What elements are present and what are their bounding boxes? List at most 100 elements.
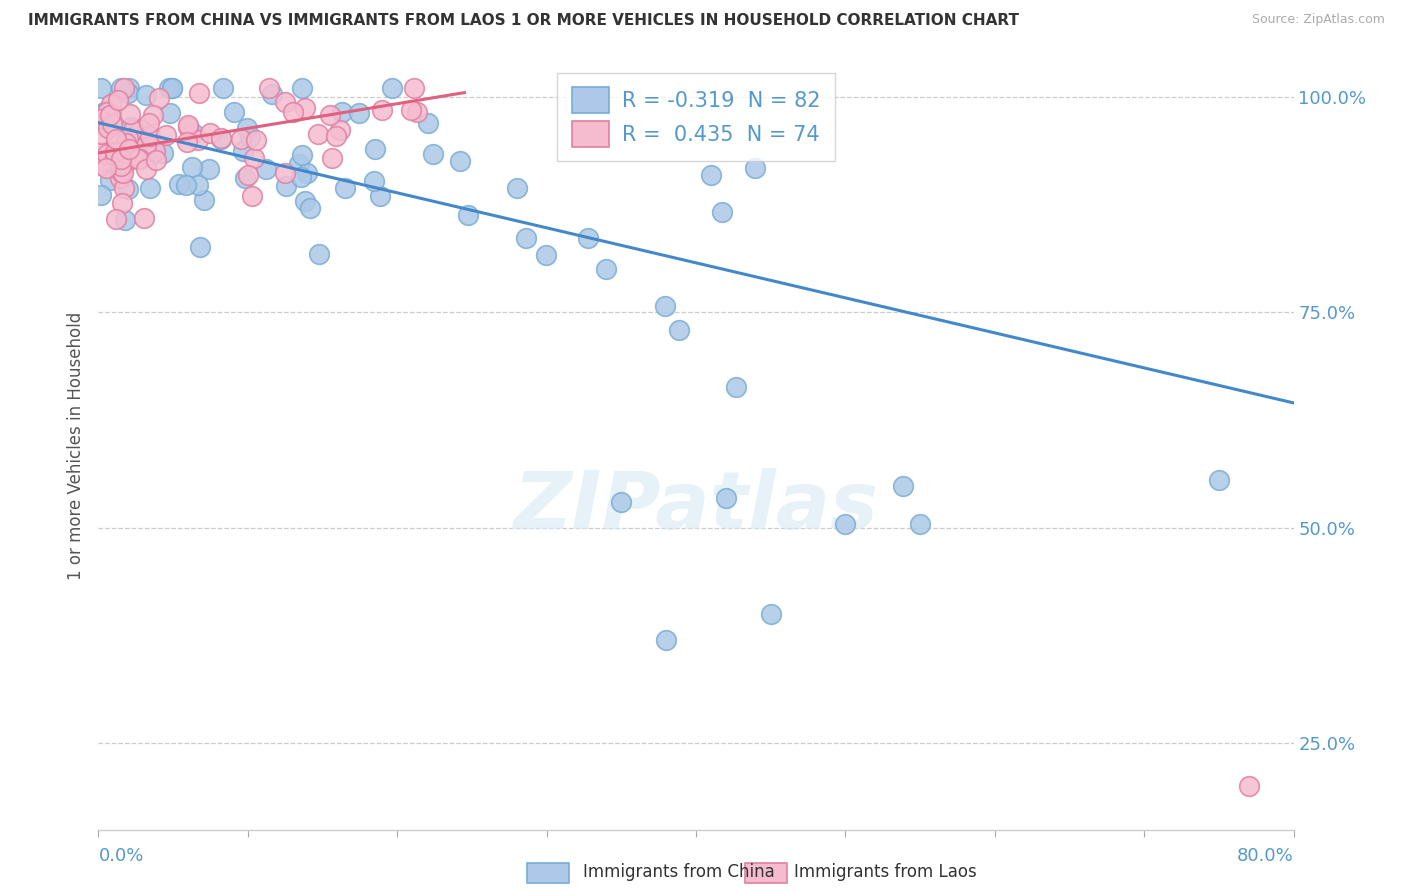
Point xyxy=(294,194,316,208)
Point xyxy=(104,132,127,146)
Point xyxy=(209,131,232,145)
Point xyxy=(117,87,139,101)
Point xyxy=(714,491,737,505)
Point xyxy=(129,128,152,143)
Point xyxy=(181,160,204,174)
Point xyxy=(321,151,343,165)
Point xyxy=(308,247,330,261)
Point xyxy=(236,121,259,136)
Point xyxy=(117,153,139,168)
Point xyxy=(145,153,167,168)
Point xyxy=(329,122,352,136)
Point xyxy=(177,120,200,134)
Point xyxy=(91,105,114,120)
Point xyxy=(187,133,209,147)
Point xyxy=(94,161,117,176)
Point xyxy=(160,81,183,95)
Point xyxy=(710,204,733,219)
Point xyxy=(1208,474,1230,488)
Point xyxy=(349,105,371,120)
Point xyxy=(534,248,557,262)
Point xyxy=(96,146,118,161)
Point xyxy=(457,208,479,222)
Point xyxy=(112,181,135,195)
Point xyxy=(759,607,782,621)
Point xyxy=(363,173,385,187)
Point xyxy=(112,158,135,172)
Point xyxy=(110,152,132,166)
Point xyxy=(90,145,112,160)
Legend: R = -0.319  N = 82, R =  0.435  N = 74: R = -0.319 N = 82, R = 0.435 N = 74 xyxy=(557,73,835,161)
Point xyxy=(274,95,297,109)
Point xyxy=(143,144,166,158)
Point xyxy=(307,128,329,142)
Point xyxy=(834,516,856,531)
Point xyxy=(104,145,127,159)
Point xyxy=(100,96,122,111)
Point xyxy=(96,104,118,119)
Point xyxy=(229,132,252,146)
Point xyxy=(240,189,263,203)
Point xyxy=(98,150,121,164)
Point xyxy=(335,180,357,194)
Point xyxy=(177,118,200,132)
Text: 80.0%: 80.0% xyxy=(1237,847,1294,865)
Point xyxy=(260,87,283,102)
Point xyxy=(110,143,132,157)
Point xyxy=(100,173,122,187)
Point xyxy=(93,154,115,169)
Point xyxy=(610,495,633,509)
Point xyxy=(578,231,600,245)
Point xyxy=(287,156,309,170)
Point xyxy=(236,168,259,182)
Point xyxy=(135,88,157,103)
Point xyxy=(744,161,766,176)
Point xyxy=(239,130,262,145)
Point xyxy=(724,380,747,394)
Point xyxy=(232,144,254,158)
Point xyxy=(107,93,129,107)
Point xyxy=(235,170,257,185)
Point xyxy=(668,323,690,337)
Point xyxy=(134,211,156,225)
Point xyxy=(110,165,132,179)
Point xyxy=(103,145,125,159)
Point xyxy=(297,165,319,179)
Point xyxy=(176,135,198,149)
Point xyxy=(188,240,211,254)
Point xyxy=(138,116,160,130)
Point xyxy=(449,153,471,168)
Point xyxy=(139,180,162,194)
Point xyxy=(101,117,124,131)
Point xyxy=(97,120,120,135)
Point xyxy=(120,107,142,121)
Point xyxy=(405,105,427,120)
Point xyxy=(90,127,112,141)
Point xyxy=(654,300,676,314)
Point xyxy=(120,120,142,134)
Point xyxy=(224,104,246,119)
Point xyxy=(167,177,190,191)
Point xyxy=(700,168,723,182)
Point xyxy=(112,81,135,95)
Point xyxy=(290,169,312,184)
Point xyxy=(148,91,170,105)
Point xyxy=(104,212,127,227)
Point xyxy=(595,261,617,276)
Point xyxy=(104,149,127,163)
Point xyxy=(1237,780,1260,794)
Point xyxy=(325,129,347,144)
Point xyxy=(114,213,136,227)
Point xyxy=(135,161,157,176)
Point xyxy=(187,178,209,192)
Point xyxy=(152,146,174,161)
Point xyxy=(100,108,122,122)
Point xyxy=(908,516,931,531)
Point xyxy=(291,147,314,161)
Point xyxy=(381,81,404,95)
Point xyxy=(399,103,422,118)
Point xyxy=(655,632,678,647)
Point xyxy=(159,106,181,120)
Text: Immigrants from China: Immigrants from China xyxy=(583,863,775,881)
Point xyxy=(131,126,153,140)
